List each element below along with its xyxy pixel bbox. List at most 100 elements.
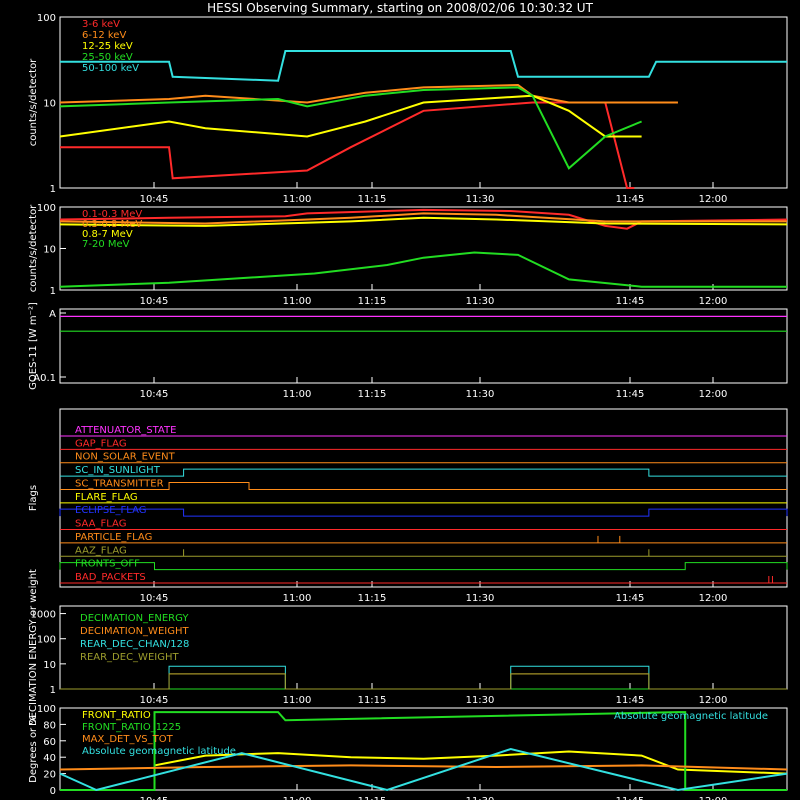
highE-legend-2: 0.8-7 MeV	[82, 229, 133, 240]
ratio-series-1	[60, 711, 787, 791]
ratio-annotation: Absolute geomagnetic latitude	[614, 711, 768, 722]
flag-label-7: SAA_FLAG	[75, 519, 126, 530]
highE-y-label: 100	[37, 203, 56, 214]
flags-time-label: 12:00	[699, 593, 728, 604]
goes-time-label: 11:45	[616, 389, 645, 400]
flags-time-label: 11:15	[358, 593, 387, 604]
flag-label-10: FRONTS_OFF	[75, 559, 140, 570]
lowE-y-axis-title: counts/s/detector	[28, 58, 39, 146]
highE-y-label: 10	[43, 245, 56, 256]
decim-time-label: 11:00	[283, 695, 312, 706]
highE-series-1	[59, 212, 787, 225]
decim-time-label: 10:45	[140, 695, 169, 706]
goes-time-label: 12:00	[699, 389, 728, 400]
ratio-y-label: 100	[37, 704, 56, 715]
goes-y-label: A0.1	[33, 373, 56, 384]
goes-time-label: 11:00	[283, 389, 312, 400]
goes-time-label: 10:45	[140, 389, 169, 400]
highE-series-3	[59, 251, 787, 288]
ratio-y-label: 80	[43, 720, 56, 731]
flag-label-11: BAD_PACKETS	[75, 572, 146, 583]
ratio-y-label: 60	[43, 737, 56, 748]
ratio-y-label: 20	[43, 770, 56, 781]
ratio-legend-1: FRONT_RATIO_1225	[82, 722, 181, 733]
goes-time-label: 11:15	[358, 389, 387, 400]
decim-series-3	[60, 673, 787, 690]
lowE-legend-2: 12-25 keV	[82, 41, 133, 52]
lowE-legend-3: 25-50 keV	[82, 52, 133, 63]
flag-label-2: NON_SOLAR_EVENT	[75, 452, 176, 463]
ratio-time-label: 11:15	[358, 796, 387, 800]
lowE-time-label: 11:00	[283, 194, 312, 205]
decim-legend-3: REAR_DEC_WEIGHT	[80, 652, 179, 663]
decim-y-axis-title: DECIMATION ENERGY or weight	[28, 569, 39, 726]
lowE-series-0	[60, 101, 635, 189]
flags-time-label: 11:00	[283, 593, 312, 604]
highE-time-label: 11:45	[616, 296, 645, 307]
flags-time-label: 11:30	[466, 593, 495, 604]
ratio-time-label: 11:30	[466, 796, 495, 800]
decim-time-label: 12:00	[699, 695, 728, 706]
flag-line-4	[60, 481, 787, 490]
decim-time-label: 11:15	[358, 695, 387, 706]
lowE-series-4	[60, 50, 787, 82]
lowE-time-label: 11:15	[358, 194, 387, 205]
highE-legend-3: 7-20 MeV	[82, 239, 130, 250]
flag-label-1: GAP_FLAG	[75, 438, 127, 449]
ratio-series-3	[59, 747, 788, 792]
goes-time-label: 11:30	[466, 389, 495, 400]
lowE-y-label: 10	[43, 99, 56, 110]
ratio-y-label: 40	[43, 753, 56, 764]
lowE-time-label: 10:45	[140, 194, 169, 205]
highE-time-label: 11:15	[358, 296, 387, 307]
lowE-legend-4: 50-100 keV	[82, 63, 139, 74]
decim-legend-1: DECIMATION_WEIGHT	[80, 626, 189, 637]
ratio-time-label: 11:00	[283, 796, 312, 800]
highE-series-2	[59, 216, 788, 227]
ratio-time-label: 12:00	[699, 796, 728, 800]
highE-y-axis-title: counts/s/detector	[28, 204, 39, 292]
flag-label-4: SC_TRANSMITTER	[75, 478, 164, 489]
lowE-legend-1: 6-12 keV	[82, 30, 126, 41]
lowE-y-label: 100	[37, 13, 56, 24]
highE-series-0	[59, 208, 788, 230]
ratio-y-axis-title: Degrees or %	[28, 715, 39, 783]
lowE-series-1	[59, 83, 678, 104]
decim-legend-2: REAR_DEC_CHAN/128	[80, 639, 189, 650]
lowE-series-3	[59, 86, 642, 170]
highE-legend-1: 0.3-0.8 MeV	[82, 219, 142, 230]
lowE-y-label: 1	[50, 184, 56, 195]
ratio-legend-2: MAX_DET_VS_TOT	[82, 734, 174, 745]
lowE-time-label: 11:45	[616, 194, 645, 205]
decim-legend-0: DECIMATION_ENERGY	[80, 613, 189, 624]
highE-time-label: 10:45	[140, 296, 169, 307]
goes-y-axis-title: GOES-11 [W m⁻²]	[28, 302, 39, 390]
flag-label-8: PARTICLE_FLAG	[75, 532, 152, 543]
flag-line-10	[59, 562, 788, 571]
flag-label-0: ATTENUATOR_STATE	[75, 425, 176, 436]
lowE-time-label: 12:00	[699, 194, 728, 205]
decim-y-label: 10	[43, 660, 56, 671]
highE-frame	[59, 206, 788, 291]
page-title: HESSI Observing Summary, starting on 200…	[207, 1, 593, 15]
goes-frame	[59, 308, 788, 384]
decim-time-label: 11:45	[616, 695, 645, 706]
flag-label-9: AAZ_FLAG	[75, 545, 127, 556]
ratio-frame	[59, 707, 788, 791]
ratio-time-label: 11:45	[616, 796, 645, 800]
highE-time-label: 12:00	[699, 296, 728, 307]
lowE-legend-0: 3-6 keV	[82, 19, 120, 30]
decim-y-label: 100	[37, 635, 56, 646]
decim-y-label: 1000	[31, 610, 56, 621]
flag-label-3: SC_IN_SUNLIGHT	[75, 465, 161, 476]
flag-line-3	[60, 468, 787, 477]
flags-time-label: 10:45	[140, 593, 169, 604]
flags-time-label: 11:45	[616, 593, 645, 604]
flags-y-axis-title: Flags	[28, 485, 39, 511]
flag-label-5: FLARE_FLAG	[75, 492, 138, 503]
goes-y-label: A	[49, 309, 56, 320]
ratio-y-label: 0	[50, 786, 56, 797]
ratio-time-label: 10:45	[140, 796, 169, 800]
ratio-legend-0: FRONT_RATIO	[82, 710, 151, 721]
